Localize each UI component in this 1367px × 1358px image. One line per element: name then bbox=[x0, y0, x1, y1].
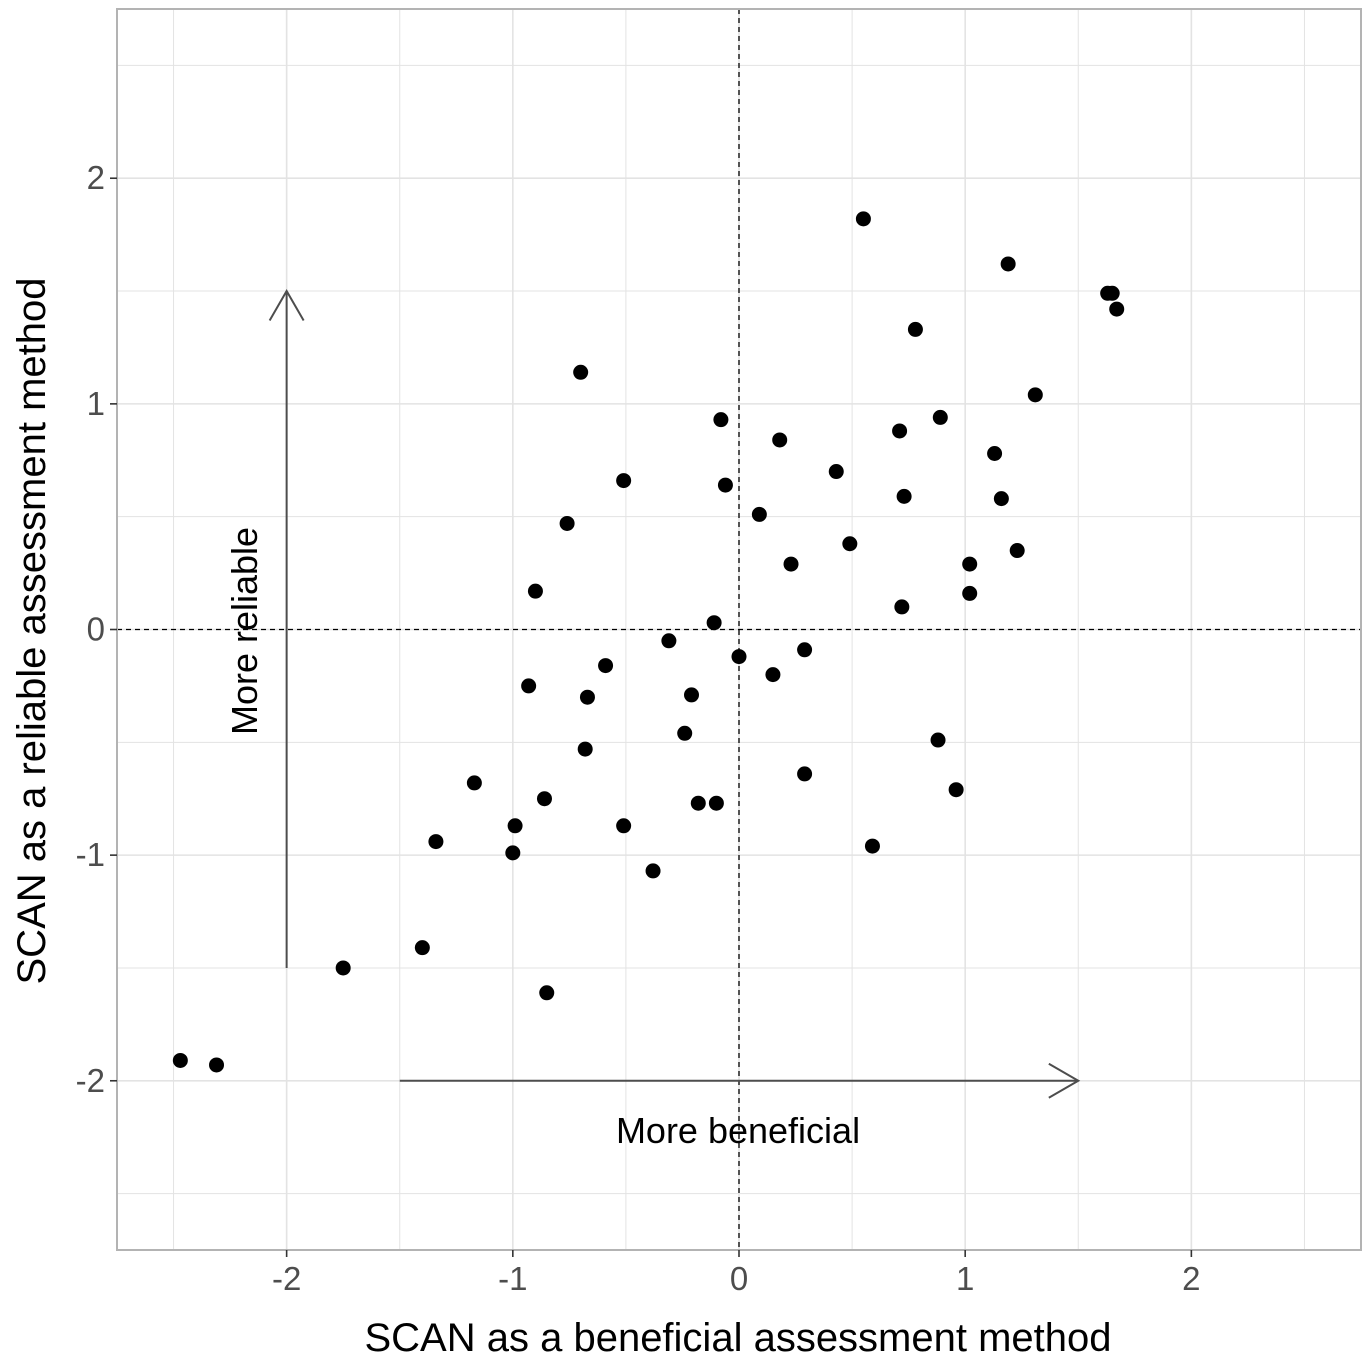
data-point bbox=[521, 678, 537, 694]
data-point bbox=[706, 615, 722, 631]
data-point bbox=[505, 845, 521, 861]
data-point bbox=[993, 491, 1009, 507]
arrows bbox=[268, 289, 1081, 1099]
data-point bbox=[765, 667, 781, 683]
annotation-more-reliable: More reliable bbox=[224, 527, 265, 735]
data-point bbox=[907, 321, 923, 337]
data-point bbox=[932, 409, 948, 425]
data-point bbox=[1009, 543, 1025, 559]
data-point bbox=[892, 423, 908, 439]
data-point bbox=[527, 583, 543, 599]
arrow-more-beneficial-head bbox=[1048, 1062, 1081, 1099]
x-tick-label: 1 bbox=[956, 1260, 974, 1297]
x-tick-label: -2 bbox=[272, 1260, 301, 1297]
data-point bbox=[579, 689, 595, 705]
data-point bbox=[708, 795, 724, 811]
x-tick-label: 2 bbox=[1182, 1260, 1200, 1297]
data-point bbox=[894, 599, 910, 615]
y-tick-label: -1 bbox=[76, 836, 105, 873]
data-point bbox=[536, 791, 552, 807]
data-point bbox=[731, 649, 747, 665]
data-point bbox=[842, 536, 858, 552]
data-point bbox=[1000, 256, 1016, 272]
data-point bbox=[598, 658, 614, 674]
y-tick-label: 2 bbox=[87, 159, 105, 196]
data-point bbox=[690, 795, 706, 811]
data-point bbox=[466, 775, 482, 791]
data-point bbox=[559, 515, 575, 531]
data-point bbox=[855, 211, 871, 227]
x-tick-label: -1 bbox=[498, 1260, 527, 1297]
data-point bbox=[209, 1057, 225, 1073]
arrow-more-reliable-head bbox=[268, 289, 305, 321]
data-point bbox=[713, 412, 729, 428]
reference-lines bbox=[117, 9, 1361, 1250]
data-point bbox=[172, 1052, 188, 1068]
tick-marks: -2 -1 0 1 2 -2 -1 0 1 2 bbox=[76, 159, 1201, 1297]
y-tick-label: 1 bbox=[87, 385, 105, 422]
data-point bbox=[896, 488, 912, 504]
y-tick-label: -2 bbox=[76, 1062, 105, 1099]
data-point bbox=[616, 473, 632, 489]
x-axis-title: SCAN as a beneficial assessment method bbox=[364, 1316, 1111, 1358]
data-point bbox=[987, 446, 1003, 462]
data-point bbox=[772, 432, 788, 448]
data-point bbox=[335, 960, 351, 976]
data-point bbox=[783, 556, 799, 572]
data-point bbox=[577, 741, 593, 757]
data-point bbox=[414, 940, 430, 956]
data-points bbox=[172, 211, 1125, 1073]
data-point bbox=[616, 818, 632, 834]
data-point bbox=[751, 506, 767, 522]
data-point bbox=[661, 633, 677, 649]
x-tick-label: 0 bbox=[730, 1260, 748, 1297]
data-point bbox=[962, 556, 978, 572]
data-point bbox=[797, 642, 813, 658]
data-point bbox=[797, 766, 813, 782]
y-axis-title: SCAN as a reliable assessment method bbox=[10, 278, 54, 985]
data-point bbox=[428, 834, 444, 850]
y-tick-label: 0 bbox=[87, 611, 105, 648]
data-point bbox=[684, 687, 700, 703]
data-point bbox=[677, 725, 693, 741]
data-point bbox=[573, 364, 589, 380]
data-point bbox=[948, 782, 964, 798]
data-point bbox=[645, 863, 661, 879]
data-point bbox=[1027, 387, 1043, 403]
data-point bbox=[962, 585, 978, 601]
data-point bbox=[539, 985, 555, 1001]
data-point bbox=[930, 732, 946, 748]
data-point bbox=[828, 464, 844, 480]
data-point bbox=[1109, 301, 1125, 317]
data-point bbox=[507, 818, 523, 834]
data-point bbox=[1104, 285, 1120, 301]
data-point bbox=[864, 838, 880, 854]
annotation-more-beneficial: More beneficial bbox=[616, 1110, 860, 1151]
data-point bbox=[717, 477, 733, 493]
